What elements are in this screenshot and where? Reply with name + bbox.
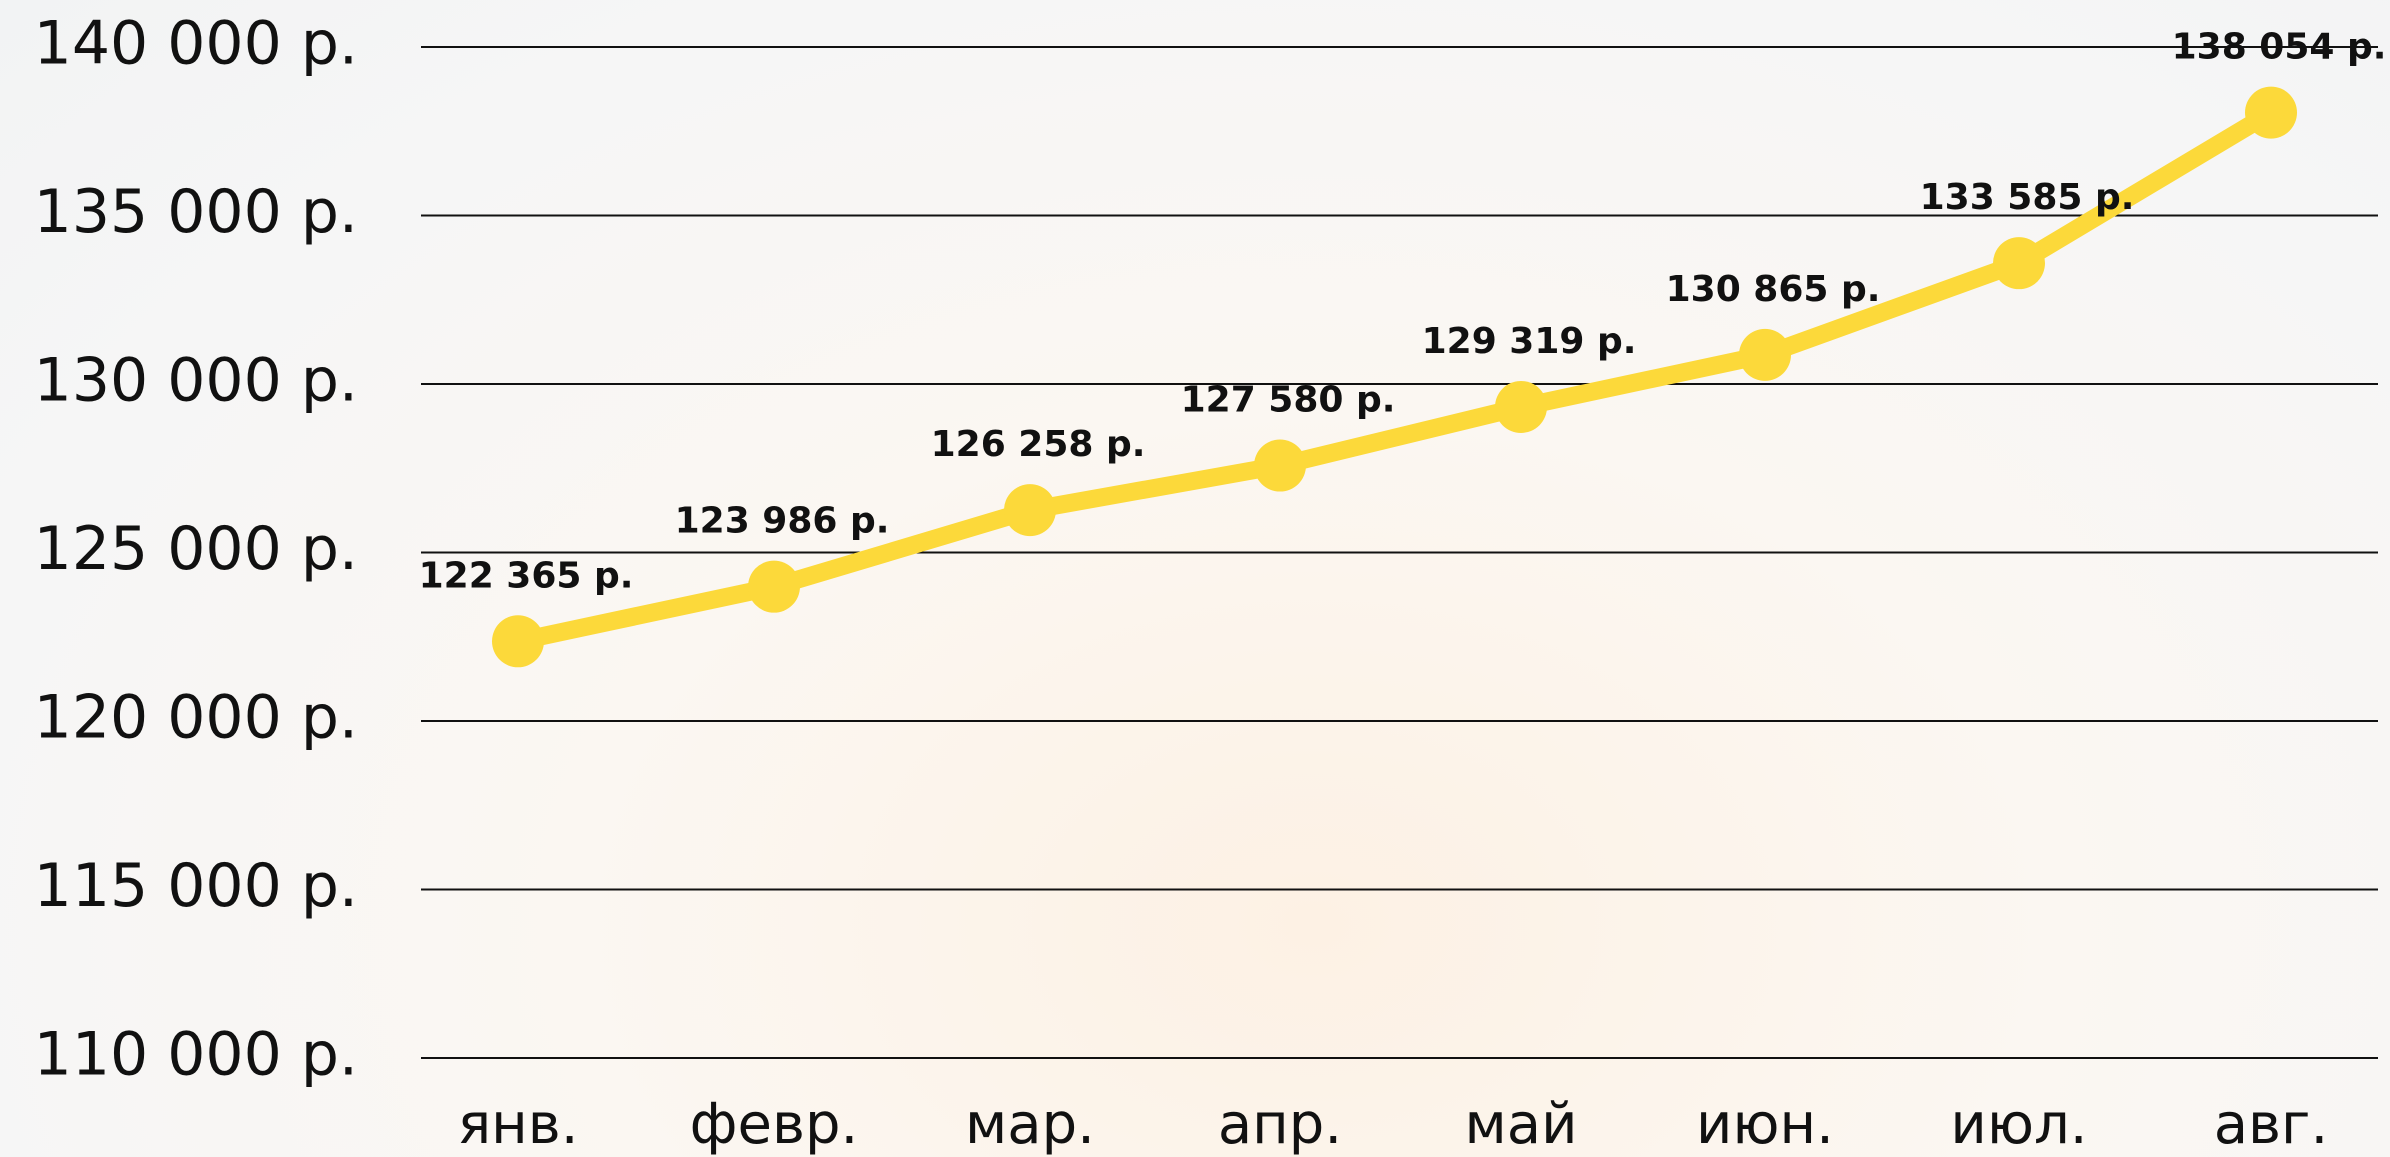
x-tick-label: апр. [1218, 1092, 1342, 1157]
y-tick-label: 140 000 р. [34, 9, 358, 79]
data-label: 123 986 р. [675, 501, 890, 542]
data-point [1739, 329, 1791, 381]
y-tick-label: 125 000 р. [34, 514, 358, 584]
x-tick-label: авг. [2214, 1092, 2329, 1157]
x-tick-label: май [1465, 1092, 1578, 1157]
y-tick-label: 130 000 р. [34, 346, 358, 416]
x-tick-label: июн. [1696, 1092, 1834, 1157]
data-label: 138 054 р. [2172, 27, 2387, 68]
data-point [1254, 440, 1306, 492]
data-point [2245, 87, 2297, 139]
y-tick-label: 110 000 р. [34, 1020, 358, 1090]
data-point [1004, 484, 1056, 536]
data-point [748, 561, 800, 613]
x-tick-label: янв. [457, 1092, 578, 1157]
data-label: 127 580 р. [1181, 380, 1396, 421]
data-point [1495, 381, 1547, 433]
data-point [1993, 237, 2045, 289]
data-point [492, 615, 544, 667]
y-tick-label: 135 000 р. [34, 177, 358, 247]
x-tick-label: мар. [965, 1092, 1095, 1157]
data-label: 122 365 р. [419, 555, 634, 596]
page: 110 000 р. 115 000 р. 120 000 р. 125 000 р.… [0, 0, 2390, 1157]
data-label: 130 865 р. [1666, 269, 1881, 310]
y-tick-label: 115 000 р. [34, 851, 358, 921]
x-tick-label: февр. [690, 1092, 859, 1157]
y-tick-label: 120 000 р. [34, 683, 358, 753]
data-label: 126 258 р. [931, 424, 1146, 465]
data-label: 133 585 р. [1920, 177, 2135, 218]
x-tick-label: июл. [1950, 1092, 2087, 1157]
data-label: 129 319 р. [1422, 321, 1637, 362]
chart: 110 000 р. 115 000 р. 120 000 р. 125 000 р.… [0, 0, 2390, 1157]
